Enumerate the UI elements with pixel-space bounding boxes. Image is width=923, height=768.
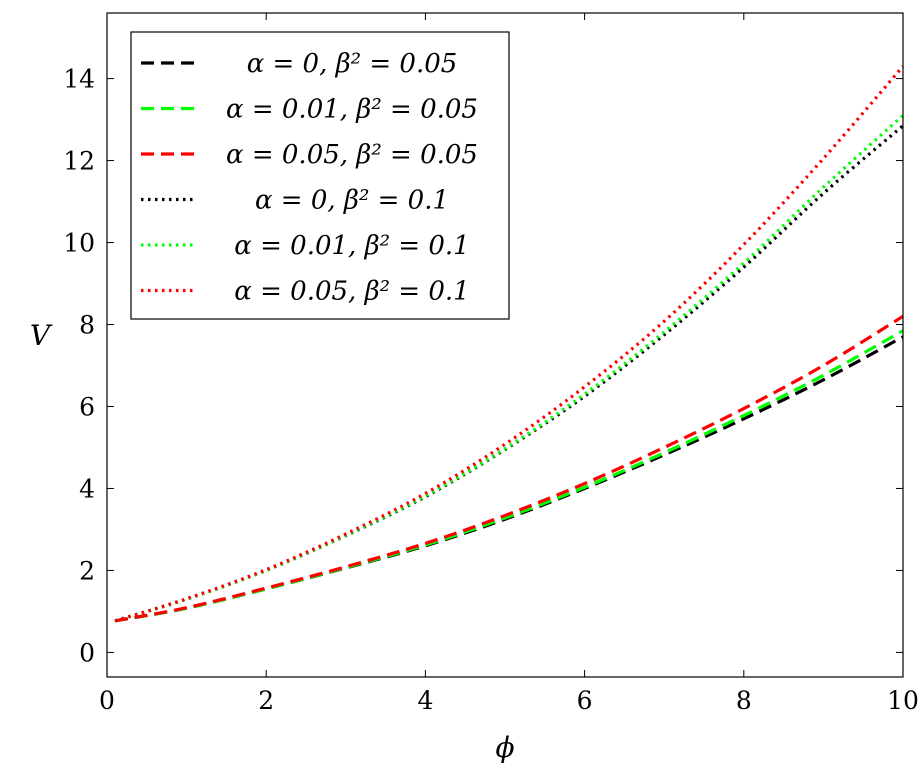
x-axis-label: ϕ [495,731,514,764]
x-tick-label: 2 [258,686,274,715]
y-tick-label: 10 [63,229,95,258]
y-tick-label: 0 [79,638,95,667]
y-tick-label: 14 [63,65,95,94]
legend: α = 0, β² = 0.05 α = 0.01, β² = 0.05 α = 0… [130,31,510,320]
x-tick-label: 10 [887,686,919,715]
legend-label-2: α = 0.01, β² = 0.05 [226,95,478,125]
legend-label-4: α = 0, β² = 0.1 [255,186,449,216]
series-line-2 [114,329,904,623]
x-tick-label: 4 [417,686,433,715]
legend-label-1: α = 0, β² = 0.05 [247,49,458,79]
y-tick-label: 6 [79,392,95,421]
y-tick-label: 2 [79,556,95,585]
series-line-6 [114,65,905,623]
legend-label-6: α = 0.05, β² = 0.1 [234,277,469,307]
series-line-1 [114,335,904,623]
plot-frame [106,12,904,678]
legend-box [130,31,510,320]
x-tick-label: 0 [99,686,115,715]
y-tick-label: 8 [79,311,95,340]
y-tick-label: 12 [63,147,95,176]
series-layer [114,65,905,623]
series-line-3 [114,314,904,623]
x-tick-label: 6 [577,686,593,715]
legend-label-3: α = 0.05, β² = 0.05 [226,140,478,170]
series-line-5 [114,114,905,623]
legend-items: α = 0, β² = 0.05 α = 0.01, β² = 0.05 α = 0… [141,49,478,307]
x-tick-label: 8 [736,686,752,715]
y-tick-label: 4 [79,474,95,503]
legend-label-5: α = 0.01, β² = 0.1 [234,231,469,261]
ticks-layer: 0 2 4 6 8 10 0 2 4 6 8 10 12 14 [63,13,919,715]
y-axis-label: V [30,319,53,352]
